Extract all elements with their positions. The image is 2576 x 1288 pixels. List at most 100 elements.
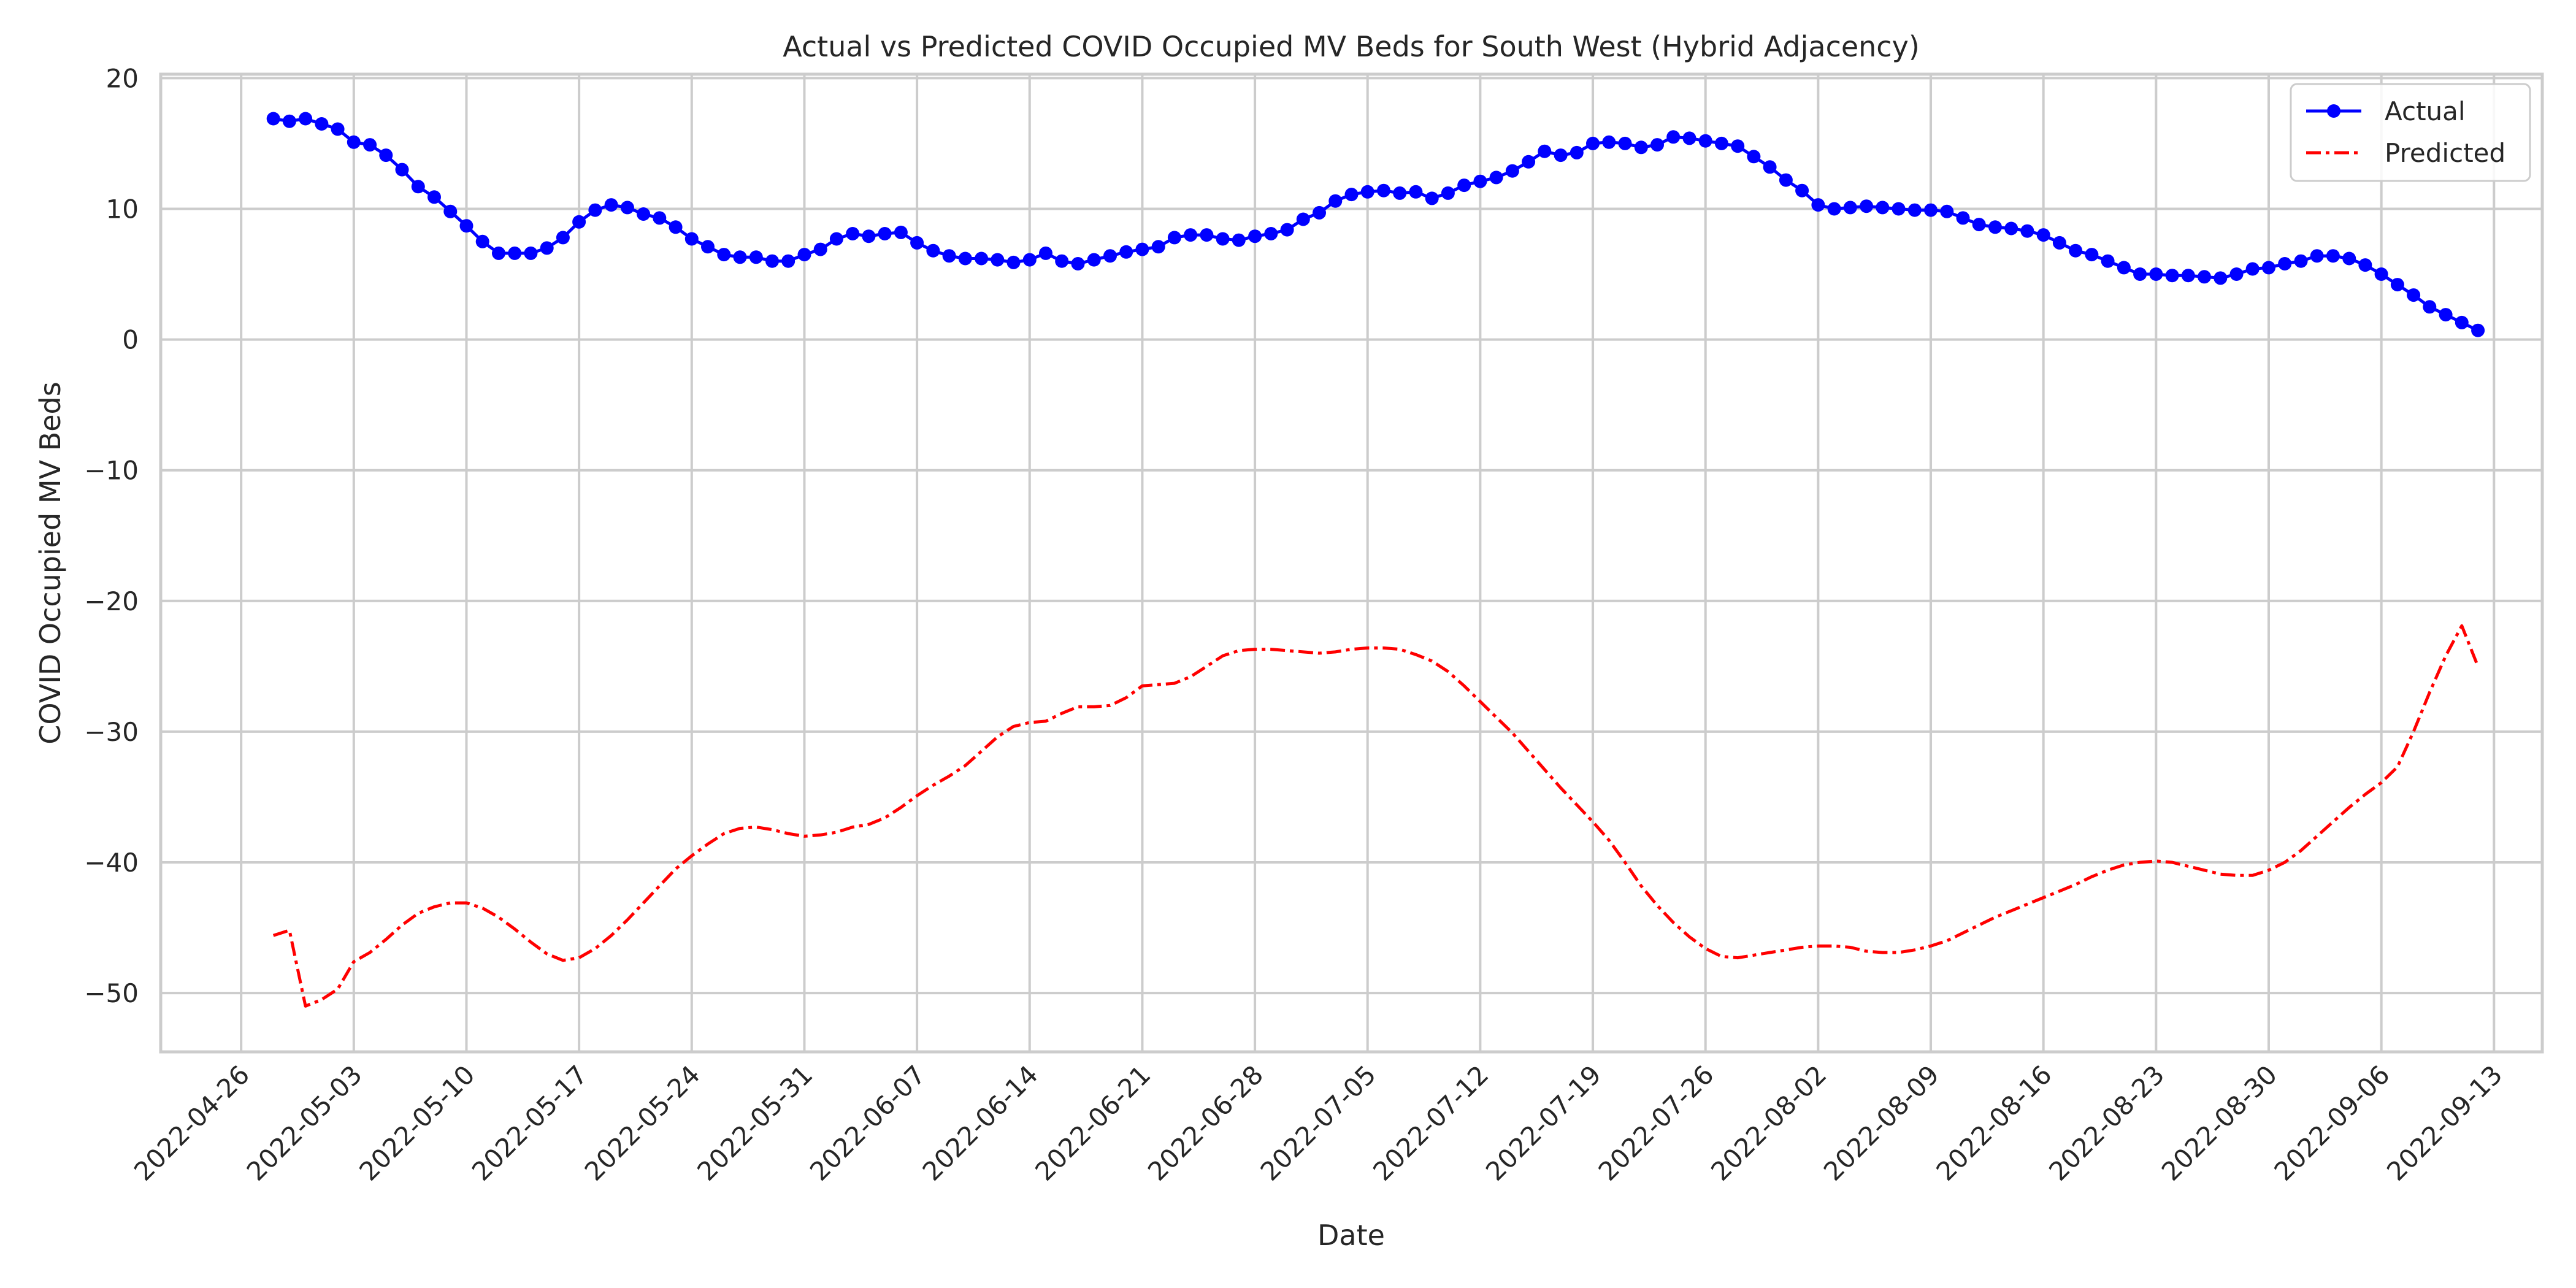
- data-point-actual: [1039, 246, 1052, 260]
- data-point-actual: [669, 220, 683, 234]
- data-point-actual: [2407, 288, 2421, 302]
- data-point-actual: [637, 207, 651, 221]
- data-point-actual: [2149, 267, 2163, 281]
- data-point-actual: [1151, 240, 1165, 254]
- data-point-actual: [1200, 228, 1214, 242]
- data-point-actual: [942, 249, 956, 263]
- data-point-actual: [2214, 271, 2228, 285]
- data-point-actual: [604, 198, 618, 212]
- legend-frame: [2290, 83, 2531, 182]
- data-point-actual: [2198, 270, 2211, 284]
- data-point-actual: [2455, 315, 2469, 329]
- data-point-actual: [1876, 201, 1890, 215]
- data-point-actual: [363, 138, 377, 152]
- data-point-actual: [492, 246, 505, 260]
- data-point-actual: [910, 236, 924, 250]
- data-point-actual: [1087, 253, 1101, 267]
- data-point-actual: [717, 248, 731, 262]
- data-point-actual: [749, 250, 763, 264]
- data-point-actual: [958, 251, 972, 266]
- data-point-actual: [2229, 267, 2244, 281]
- data-point-actual: [1328, 194, 1343, 208]
- data-point-actual: [813, 242, 827, 256]
- data-point-actual: [443, 204, 458, 218]
- data-point-actual: [1618, 136, 1632, 150]
- data-point-actual: [2374, 267, 2388, 281]
- data-point-actual: [2439, 308, 2453, 322]
- data-point-actual: [1698, 134, 1712, 148]
- data-point-actual: [266, 112, 280, 126]
- data-point-actual: [684, 232, 699, 246]
- x-axis-label: Date: [1317, 1219, 1385, 1252]
- data-point-actual: [1393, 186, 1407, 200]
- data-point-actual: [1280, 223, 1294, 237]
- y-tick-label: 0: [122, 325, 139, 355]
- data-point-actual: [2069, 243, 2083, 258]
- data-point-actual: [1184, 228, 1198, 242]
- data-point-actual: [2036, 228, 2050, 242]
- legend-label-actual: Actual: [2385, 96, 2466, 126]
- data-point-actual: [1779, 173, 1793, 187]
- data-point-actual: [1377, 183, 1390, 197]
- data-point-actual: [1972, 218, 1986, 232]
- legend-marker-actual: [2327, 104, 2340, 118]
- data-point-actual: [1296, 212, 1310, 226]
- data-point-actual: [765, 254, 779, 268]
- data-point-actual: [653, 211, 667, 225]
- data-point-actual: [1956, 211, 1970, 225]
- data-point-actual: [1747, 150, 1761, 164]
- data-point-actual: [1505, 164, 1519, 178]
- data-point-actual: [572, 215, 586, 229]
- data-point-actual: [427, 190, 441, 204]
- data-point-actual: [1522, 155, 1536, 169]
- data-point-actual: [894, 225, 908, 239]
- data-point-actual: [2294, 254, 2308, 268]
- data-point-actual: [331, 122, 345, 136]
- data-point-actual: [1360, 185, 1374, 199]
- data-point-actual: [2181, 269, 2195, 283]
- data-point-actual: [2245, 262, 2260, 276]
- data-point-actual: [846, 227, 860, 240]
- y-tick-label: −30: [84, 717, 139, 747]
- data-point-actual: [1682, 131, 1696, 145]
- data-point-actual: [2117, 261, 2131, 275]
- series-layer: [266, 112, 2485, 1008]
- data-point-actual: [2133, 267, 2147, 281]
- data-point-actual: [1843, 201, 1857, 215]
- data-point-actual: [1924, 203, 1938, 217]
- data-point-actual: [1167, 231, 1181, 245]
- y-grid: [161, 77, 2542, 995]
- data-point-actual: [588, 203, 602, 217]
- data-point-actual: [1714, 136, 1728, 150]
- data-point-actual: [395, 163, 409, 177]
- data-point-actual: [926, 243, 940, 258]
- data-point-actual: [781, 254, 795, 268]
- data-point-actual: [1554, 148, 1568, 163]
- data-point-actual: [1907, 203, 1922, 217]
- data-point-actual: [1538, 144, 1552, 158]
- data-point-actual: [540, 241, 554, 255]
- data-point-actual: [1103, 249, 1117, 263]
- data-point-actual: [1634, 140, 1648, 155]
- data-point-actual: [1216, 232, 1230, 246]
- data-point-actual: [1344, 188, 1359, 202]
- data-point-actual: [1409, 185, 1423, 199]
- data-point-actual: [2342, 251, 2356, 266]
- legend-entry-predicted: Predicted: [2306, 138, 2505, 168]
- data-point-actual: [411, 180, 425, 194]
- data-point-actual: [733, 250, 747, 264]
- data-point-actual: [1022, 253, 1037, 267]
- data-point-actual: [2020, 224, 2034, 238]
- data-point-actual: [975, 251, 989, 266]
- data-point-actual: [2165, 269, 2179, 283]
- data-point-actual: [1135, 242, 1149, 256]
- data-point-actual: [878, 227, 892, 240]
- data-point-actual: [1860, 199, 1874, 213]
- data-point-actual: [299, 112, 313, 126]
- data-point-actual: [797, 248, 811, 262]
- data-point-actual: [1006, 255, 1021, 269]
- data-point-actual: [1441, 186, 1455, 200]
- data-point-actual: [2262, 261, 2275, 275]
- data-point-actual: [1071, 257, 1085, 270]
